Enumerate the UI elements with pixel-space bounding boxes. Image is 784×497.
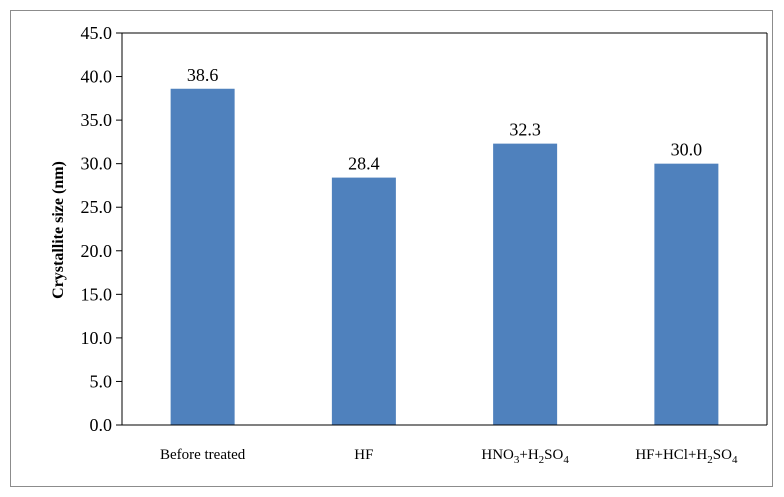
- data-label: 28.4: [348, 154, 380, 174]
- y-tick-label: 25.0: [81, 197, 113, 217]
- y-tick-label: 30.0: [81, 154, 113, 174]
- bar: [493, 143, 558, 425]
- data-label: 38.6: [187, 65, 219, 85]
- y-tick-label: 15.0: [81, 284, 113, 304]
- y-tick-label: 20.0: [81, 241, 113, 261]
- y-axis-title: Crystallite size (nm): [50, 161, 67, 299]
- bar: [654, 163, 719, 425]
- data-labels: 38.6 28.4 32.3 30.0: [187, 65, 702, 174]
- x-category-label: HF+HCl+H2SO4: [635, 447, 738, 466]
- y-axis-ticks: 0.0 5.0 10.0 15.0 20.0 25.0 30.0 35.0 40.0 45.0: [81, 23, 122, 435]
- data-label: 32.3: [509, 120, 541, 140]
- chart-frame: [10, 10, 773, 487]
- y-tick-label: 40.0: [81, 67, 113, 87]
- bar: [170, 88, 235, 426]
- x-category-label: Before treated: [160, 447, 246, 463]
- x-axis-labels: Before treated HF HNO3+H2SO4 HF+HCl+H2SO4: [160, 447, 738, 466]
- bars: [170, 88, 719, 426]
- bar: [331, 177, 396, 425]
- y-tick-label: 0.0: [90, 415, 113, 435]
- y-tick-label: 10.0: [81, 328, 113, 348]
- x-category-label: HNO3+H2SO4: [481, 447, 569, 466]
- y-tick-label: 5.0: [90, 371, 113, 391]
- x-category-label: HF: [354, 447, 373, 463]
- data-label: 30.0: [671, 140, 703, 160]
- y-tick-label: 45.0: [81, 23, 113, 43]
- y-tick-label: 35.0: [81, 110, 113, 130]
